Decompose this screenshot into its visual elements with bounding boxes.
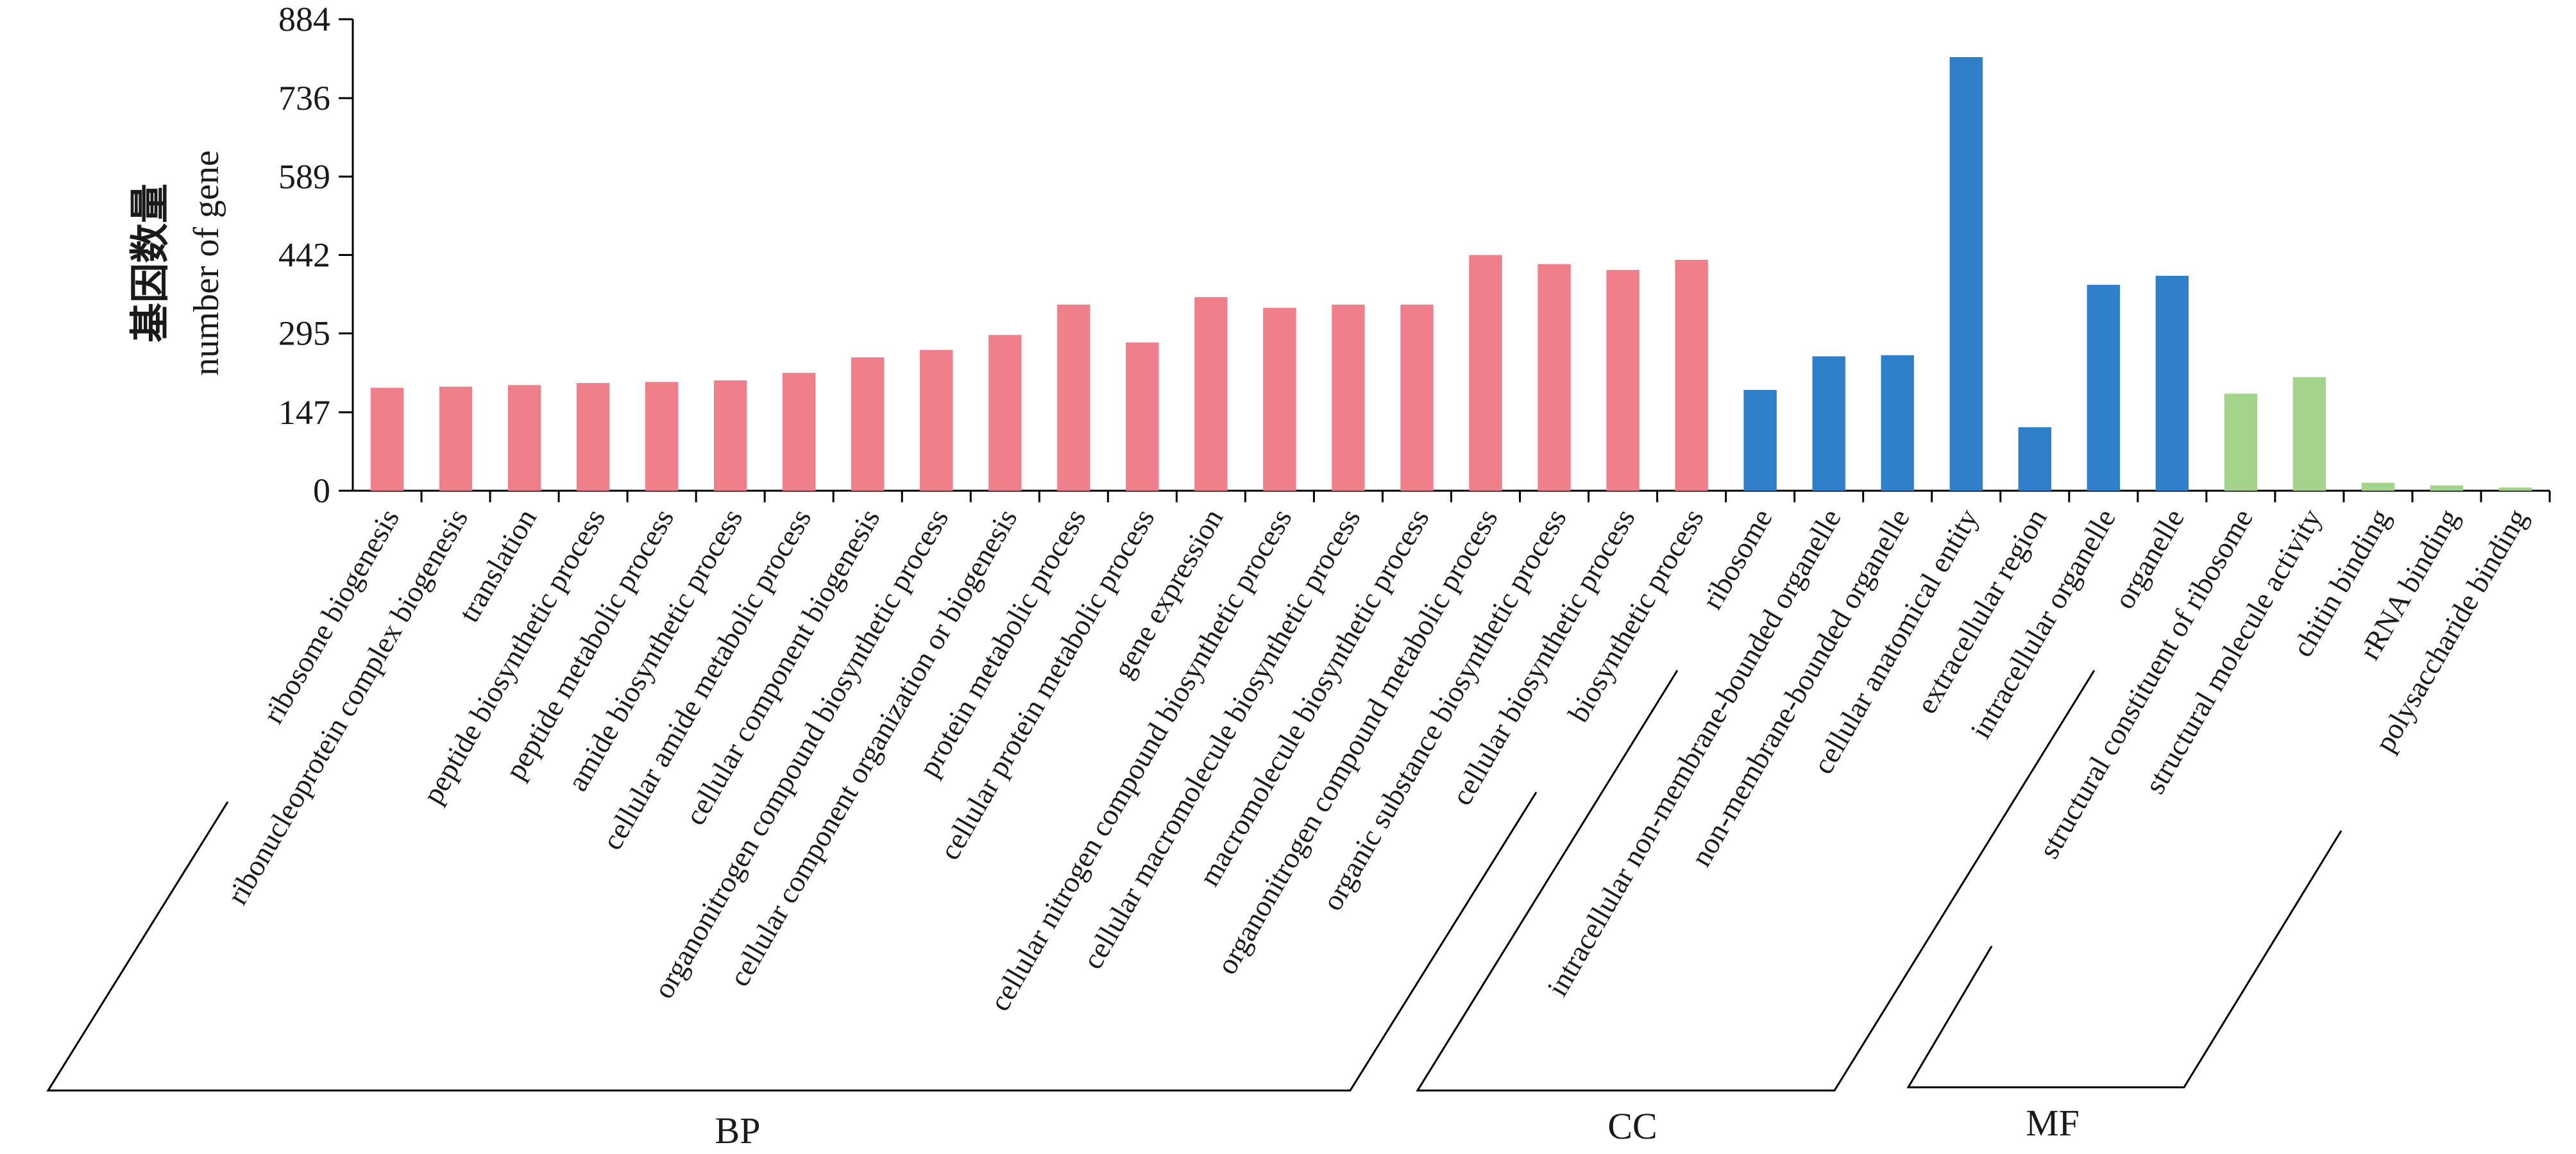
y-tick-label: 295: [278, 314, 330, 353]
y-tick-label: 589: [278, 157, 330, 196]
bar: [576, 383, 610, 491]
bar: [1263, 307, 1296, 491]
bar: [1332, 304, 1365, 491]
bar: [1949, 57, 1983, 491]
y-tick-label: 884: [278, 0, 330, 38]
bar: [2087, 285, 2120, 491]
bar: [507, 385, 541, 491]
bar: [783, 373, 816, 491]
bar: [1743, 389, 1777, 491]
bar: [370, 387, 404, 491]
bar: [645, 382, 679, 491]
y-tick-label: 736: [278, 79, 330, 117]
group-bracket-cc: [1416, 670, 2096, 1092]
bar: [1400, 304, 1434, 491]
bar: [1194, 297, 1228, 491]
bar: [2292, 377, 2326, 491]
y-tick-label: 147: [278, 393, 330, 432]
bar: [1675, 259, 1708, 491]
bar: [439, 386, 473, 491]
group-bracket-mf: [1906, 830, 2343, 1089]
bar: [2155, 275, 2189, 491]
y-tick-label: 442: [278, 236, 330, 275]
bar: [1881, 355, 1914, 491]
bar: [713, 380, 747, 491]
bar: [1606, 269, 1640, 491]
group-brackets: BP CC MF: [46, 670, 2343, 1151]
bar: [851, 357, 885, 491]
bar: [2361, 482, 2395, 491]
bar: [1126, 342, 1159, 491]
bar: [2498, 488, 2532, 491]
bars: [370, 57, 2532, 491]
group-label-cc: CC: [1607, 1105, 1657, 1147]
bar: [2430, 485, 2464, 491]
y-axis-label-english: number of gene: [187, 150, 226, 375]
group-label-mf: MF: [2026, 1102, 2080, 1144]
bar: [1812, 356, 1845, 491]
y-tick-label: 0: [313, 471, 330, 510]
bar: [2018, 427, 2051, 491]
bar: [1057, 304, 1090, 491]
group-label-bp: BP: [715, 1110, 761, 1151]
bar: [988, 335, 1022, 491]
y-axis-label: 基因数量 number of gene: [126, 150, 226, 375]
bar: [2224, 393, 2258, 491]
bar: [920, 350, 953, 491]
bar: [1469, 255, 1502, 491]
y-axis-label-chinese: 基因数量: [126, 183, 173, 343]
group-bracket-bp: [46, 792, 1538, 1092]
bar: [1538, 264, 1571, 491]
